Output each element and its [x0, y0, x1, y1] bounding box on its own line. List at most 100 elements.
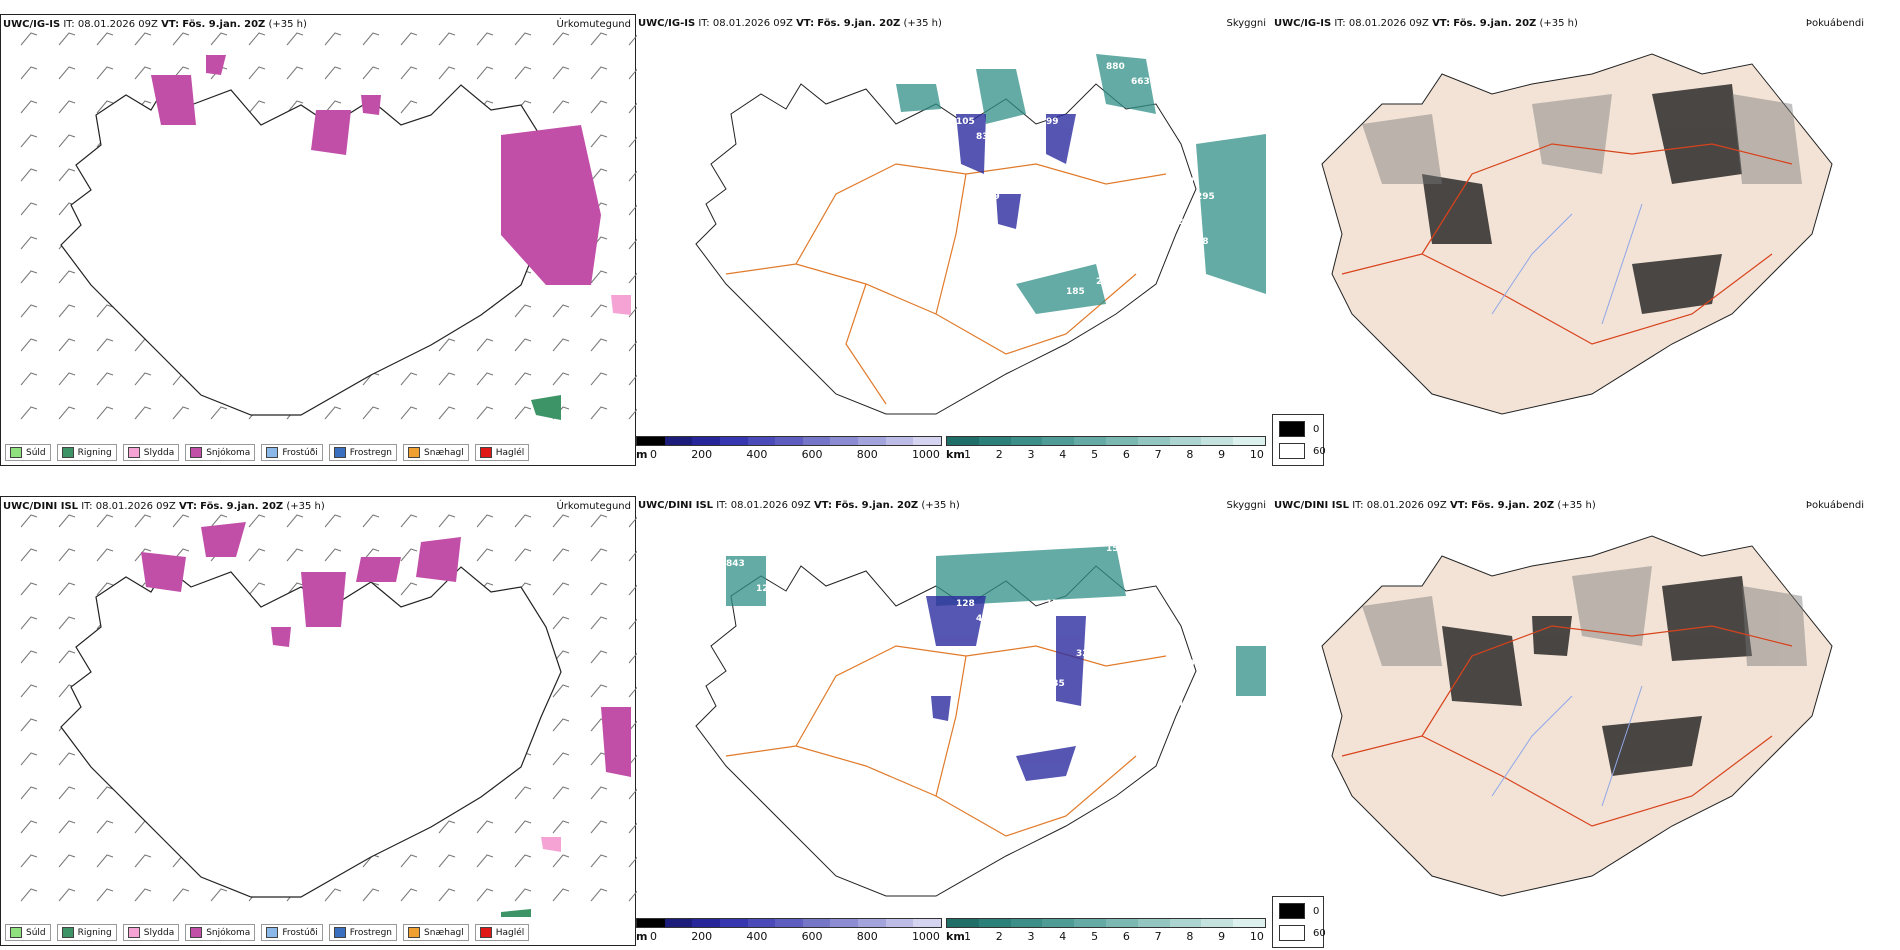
colorbar-segment [858, 919, 886, 927]
precip-legend-item: Frostregn [328, 444, 398, 461]
precip-legend-item: Frostregn [328, 924, 398, 941]
precip-legend-item: Frostúði [261, 444, 323, 461]
wind-barb [514, 338, 532, 352]
colorbar-tick: 1 [964, 930, 971, 943]
colorbar-tick: 800 [856, 448, 878, 461]
wind-barb [96, 786, 114, 800]
wind-barb [438, 514, 456, 528]
precip-legend-item: Snjókoma [185, 444, 256, 461]
precip-legend-swatch [10, 927, 22, 938]
wind-barb [552, 684, 570, 698]
precip-legend-label: Haglél [495, 447, 525, 458]
wind-barb [96, 888, 114, 902]
vis-colorbar-top: km 1 2 3 4 5 6 7 8 9 10 [946, 436, 1266, 466]
colorbar-segment [747, 437, 776, 445]
wind-barb [324, 888, 342, 902]
colorbar-tick: 8 [1186, 448, 1194, 461]
colorbar-tick: 400 [746, 448, 768, 461]
wind-barb [590, 548, 608, 562]
wind-barb [590, 582, 608, 596]
wind-barb [134, 548, 152, 562]
fog-legend-swatch-60 [1279, 925, 1305, 941]
wind-barb [552, 514, 570, 528]
road-network [725, 163, 1167, 405]
precip-legend-item: Snjókoma [185, 924, 256, 941]
colorbar-tick: 3 [1027, 930, 1035, 943]
cloud-areas-teal [896, 54, 1266, 314]
colorbar-segment [664, 437, 693, 445]
wind-barb [590, 514, 608, 528]
wind-barb [628, 754, 637, 766]
precip-legend-swatch [408, 927, 421, 938]
wind-barb [134, 66, 152, 80]
wind-barb [96, 100, 114, 114]
precip-legend-label: Snjókoma [206, 927, 251, 938]
fog-map-top [1321, 53, 1833, 415]
wind-barb [20, 616, 38, 630]
precip-legend-item: Frostúði [261, 924, 323, 941]
colorbar-tick: 8 [1186, 930, 1194, 943]
ceiling-colorbar [636, 436, 942, 446]
precip-legend-label: Súld [26, 927, 46, 938]
wind-barb [590, 270, 608, 284]
wind-barb [400, 100, 418, 114]
colorbar-segment [913, 919, 942, 927]
colorbar-segment [664, 919, 693, 927]
sky-value-label: 764 [1156, 157, 1175, 167]
wind-barb [476, 888, 494, 902]
sky-value-label: 84 [1171, 699, 1184, 709]
wind-barb [590, 168, 608, 182]
precip-legend: Súld Rigning Slydda Snjókoma Frostúði Frostre… [5, 444, 530, 461]
sky-value-label: 67 [1196, 719, 1209, 729]
wind-barb [400, 888, 418, 902]
colorbar-tick: 2 [995, 930, 1003, 943]
vis-unit: km [946, 448, 965, 461]
wind-barb [552, 786, 570, 800]
wind-barb [514, 372, 532, 386]
ceiling-unit: m [636, 448, 648, 461]
precip-legend-swatch [333, 447, 346, 458]
sky-panel-bottom: UWC/DINI ISL IT: 08.01.2026 09Z VT: Fös.… [636, 496, 1272, 946]
wind-barb [58, 650, 76, 664]
precip-legend-item: Slydda [122, 444, 180, 461]
wind-barb [58, 168, 76, 182]
wind-barb [514, 888, 532, 902]
precip-legend-label: Snjókoma [206, 447, 251, 458]
sky-value-label: 63 [796, 609, 809, 619]
fog-legend-label-0: 0 [1313, 423, 1320, 435]
colorbar-tick: 600 [801, 930, 823, 943]
wind-barb [476, 820, 494, 834]
sky-value-label: 663 [1131, 77, 1150, 87]
wind-barb [134, 32, 152, 46]
wind-barb [20, 32, 38, 46]
wind-barb [58, 270, 76, 284]
wind-barb [400, 406, 418, 420]
sky-value-label: 49 [1151, 694, 1164, 704]
wind-barb [552, 718, 570, 732]
wind-barb [286, 582, 304, 596]
colorbar-segment [719, 437, 748, 445]
vis-ticks: 1 2 3 4 5 6 7 8 9 10 [964, 930, 1264, 943]
ceiling-ticks: 0 200 400 600 800 1000 [650, 448, 940, 461]
roads-red [1341, 625, 1793, 827]
wind-barb [552, 548, 570, 562]
colorbar-tick: 600 [801, 448, 823, 461]
precip-legend-swatch [127, 927, 140, 938]
colorbar-tick: 7 [1154, 448, 1162, 461]
colorbar-tick: 400 [746, 930, 768, 943]
sky-value-label: 62 [1076, 167, 1089, 177]
sky-value-label: 36 [1006, 172, 1019, 182]
wind-barb [590, 616, 608, 630]
wind-barb [20, 66, 38, 80]
precip-panel-bottom: UWC/DINI ISL IT: 08.01.2026 09Z VT: Fös.… [0, 496, 637, 946]
precip-legend-swatch [266, 447, 279, 458]
sky-value-label: 327 [1076, 649, 1095, 659]
wind-barb [210, 514, 228, 528]
wind-barb [628, 618, 637, 630]
colorbar-segment [1233, 919, 1265, 927]
sky-value-label: 135 [1046, 679, 1065, 689]
sky-value-label: 99 [1046, 117, 1059, 127]
sky-value-label: 98 [866, 529, 879, 539]
